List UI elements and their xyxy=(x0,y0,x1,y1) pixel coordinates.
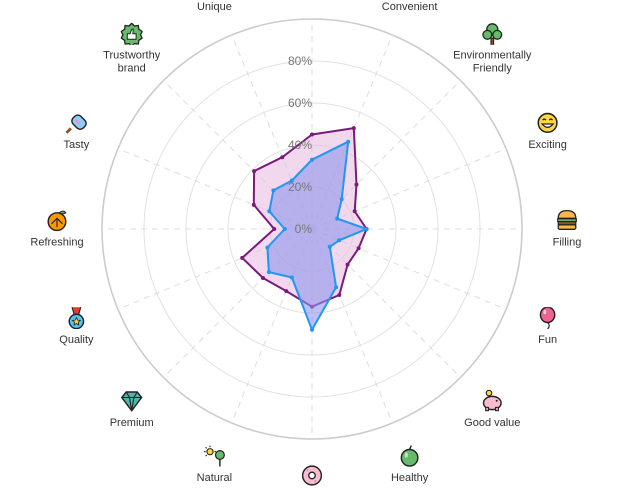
series-2-point[interactable] xyxy=(335,216,340,221)
category-labels: AppealingpackagingConvenientEnvironmenta… xyxy=(30,1,582,486)
category-label: Healthy xyxy=(391,472,429,484)
series-2-point[interactable] xyxy=(265,245,270,250)
tree-icon xyxy=(482,23,503,45)
series-1-point[interactable] xyxy=(352,209,357,214)
tick-label: 20% xyxy=(288,180,312,194)
category-label-group: Indulgent treat xyxy=(301,465,323,486)
category-label-group: Refreshing xyxy=(30,210,84,249)
category-label: Natural xyxy=(197,472,232,484)
orange-slice-icon xyxy=(47,210,67,232)
medal-icon xyxy=(68,307,85,330)
series-2-point[interactable] xyxy=(327,244,332,249)
popsicle-icon xyxy=(65,111,88,134)
category-label: Quality xyxy=(59,334,94,346)
series-1-point[interactable] xyxy=(337,293,342,297)
series-1-point[interactable] xyxy=(251,202,256,207)
tick-label: 80% xyxy=(288,54,312,68)
series-2-point[interactable] xyxy=(337,238,342,243)
series-2-point[interactable] xyxy=(310,327,314,332)
series-2-point[interactable] xyxy=(289,275,294,280)
category-label: Premium xyxy=(110,417,154,429)
series-1-point[interactable] xyxy=(272,227,277,231)
series-1-point[interactable] xyxy=(252,169,257,174)
category-label-group: Fun xyxy=(538,307,557,346)
category-label-group: Good value xyxy=(464,389,520,429)
category-label: Trustworthy xyxy=(103,50,161,62)
series-1-point[interactable] xyxy=(284,289,289,294)
diamond-icon xyxy=(121,391,143,412)
category-label-group: Convenient xyxy=(382,1,438,13)
series-2-point[interactable] xyxy=(289,178,294,183)
category-label: Tasty xyxy=(64,139,90,151)
series-2-point[interactable] xyxy=(267,209,272,214)
category-label-group: Unique xyxy=(197,1,232,13)
tick-label: 60% xyxy=(288,96,312,110)
piggy-bank-icon xyxy=(482,389,502,412)
apple-icon xyxy=(400,445,419,467)
series-2-point[interactable] xyxy=(346,139,351,144)
series-1-point[interactable] xyxy=(356,246,361,251)
category-label: Convenient xyxy=(382,1,438,13)
category-label-group: Premium xyxy=(110,391,154,429)
donut-icon xyxy=(301,465,323,486)
smiley-icon xyxy=(537,112,558,134)
burger-icon xyxy=(556,209,578,230)
series-1-point[interactable] xyxy=(354,182,359,187)
thumbs-up-badge-icon xyxy=(120,22,143,45)
series-1-point[interactable] xyxy=(280,155,285,160)
series-1-point[interactable] xyxy=(351,126,356,131)
series-2-point[interactable] xyxy=(282,227,287,231)
category-label: Filling xyxy=(553,237,582,249)
series-1-point[interactable] xyxy=(261,276,265,280)
category-label-group: Tasty xyxy=(64,111,90,151)
category-label-group: Healthy xyxy=(391,445,429,484)
category-label: Unique xyxy=(197,1,232,13)
series-1-point[interactable] xyxy=(240,255,245,260)
balloon-icon xyxy=(539,307,556,330)
category-label: Fun xyxy=(538,334,557,346)
series-2-point[interactable] xyxy=(339,197,344,202)
category-label-group: Exciting xyxy=(528,112,567,151)
category-label: Refreshing xyxy=(30,237,83,249)
category-label: Good value xyxy=(464,417,520,429)
series-2-point[interactable] xyxy=(310,157,314,162)
series-1-point[interactable] xyxy=(345,262,350,267)
category-label-group: Quality xyxy=(59,307,94,346)
category-label: Friendly xyxy=(473,63,513,75)
tick-label: 0% xyxy=(295,222,313,236)
radar-series xyxy=(240,126,369,332)
series-1-point[interactable] xyxy=(310,132,314,137)
category-label-group: Filling xyxy=(553,209,582,249)
category-label-group: Natural xyxy=(197,445,232,484)
category-label: Exciting xyxy=(528,139,567,151)
category-label: brand xyxy=(118,63,146,75)
series-2-point[interactable] xyxy=(266,270,271,275)
series-2-point[interactable] xyxy=(271,188,276,193)
tick-label: 40% xyxy=(288,138,312,152)
category-label: Environmentally xyxy=(453,50,532,62)
series-2-point[interactable] xyxy=(334,285,339,290)
radial-tick-labels: 0% 20% 40% 60% 80% xyxy=(288,54,312,236)
sun-plant-icon xyxy=(203,445,226,468)
series-2-point[interactable] xyxy=(364,227,369,231)
